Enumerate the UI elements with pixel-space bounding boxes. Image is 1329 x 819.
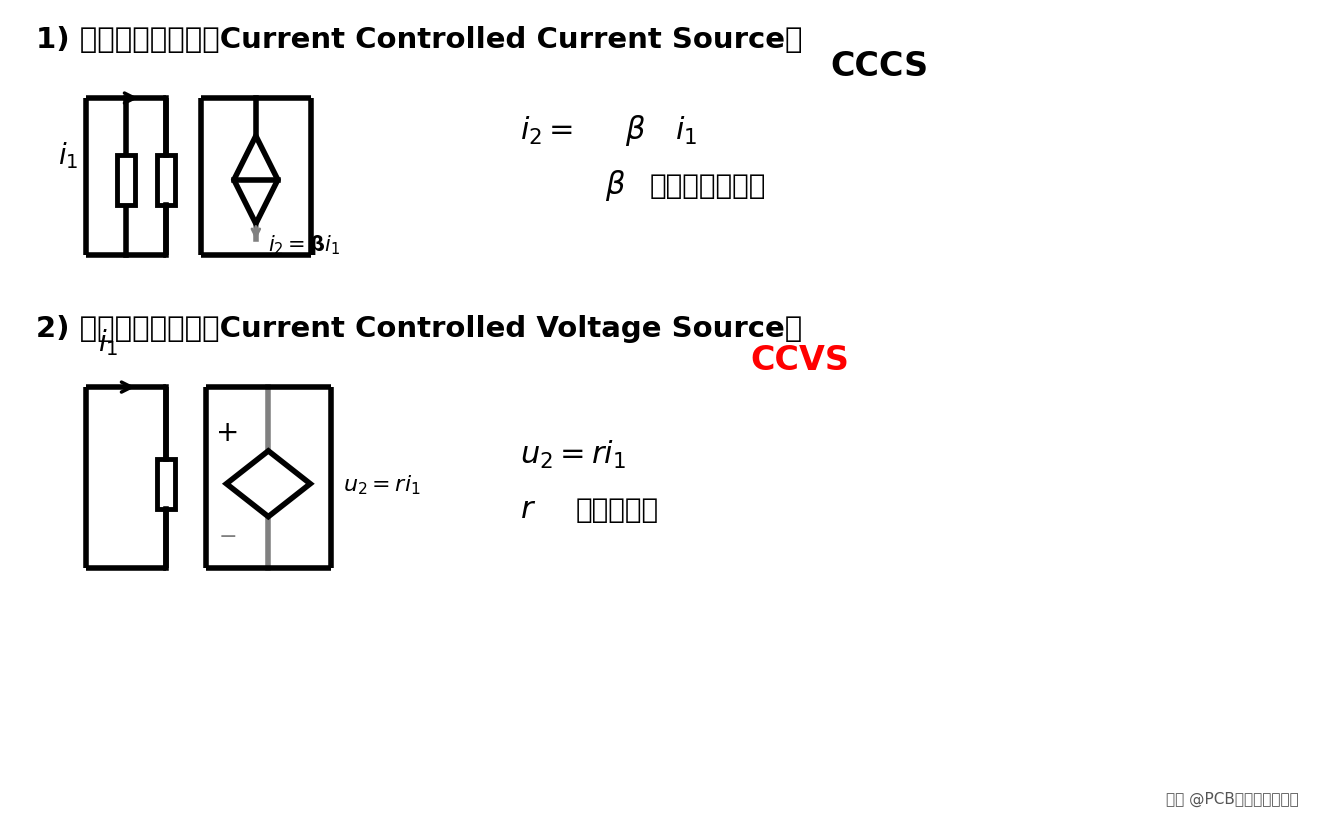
Text: $i_1$: $i_1$ [58,140,78,171]
Text: ：转移电阻: ：转移电阻 [575,495,658,523]
Text: 头条 @PCB比技之指点江山: 头条 @PCB比技之指点江山 [1166,790,1298,806]
Text: $r$: $r$ [520,495,537,523]
Text: 1) 电流控制电流源（Current Controlled Current Source）: 1) 电流控制电流源（Current Controlled Current So… [36,26,803,54]
Text: +: + [217,419,239,446]
Polygon shape [234,137,278,224]
Text: $\beta$: $\beta$ [605,168,626,203]
Text: CCCS: CCCS [831,50,929,83]
Text: $i_2=\mathbf{\beta}i_1$: $i_2=\mathbf{\beta}i_1$ [268,233,340,256]
Text: $i_1$: $i_1$ [98,327,118,358]
Bar [117,156,136,206]
Text: $u_2=ri_1$: $u_2=ri_1$ [343,473,420,496]
Bar [157,156,175,206]
Polygon shape [226,451,310,517]
Text: ：电流放大倍数: ：电流放大倍数 [650,171,767,200]
Text: 2) 电流控制电压源（Current Controlled Voltage Source）: 2) 电流控制电压源（Current Controlled Voltage So… [36,315,803,343]
Text: CCVS: CCVS [751,343,849,376]
Text: $i_1$: $i_1$ [675,115,698,147]
Text: $u_2=ri_1$: $u_2=ri_1$ [520,438,626,470]
Text: −: − [218,526,238,546]
Text: $\beta$: $\beta$ [625,113,646,148]
Bar [157,459,175,509]
Text: $i_2=$: $i_2=$ [520,115,574,147]
